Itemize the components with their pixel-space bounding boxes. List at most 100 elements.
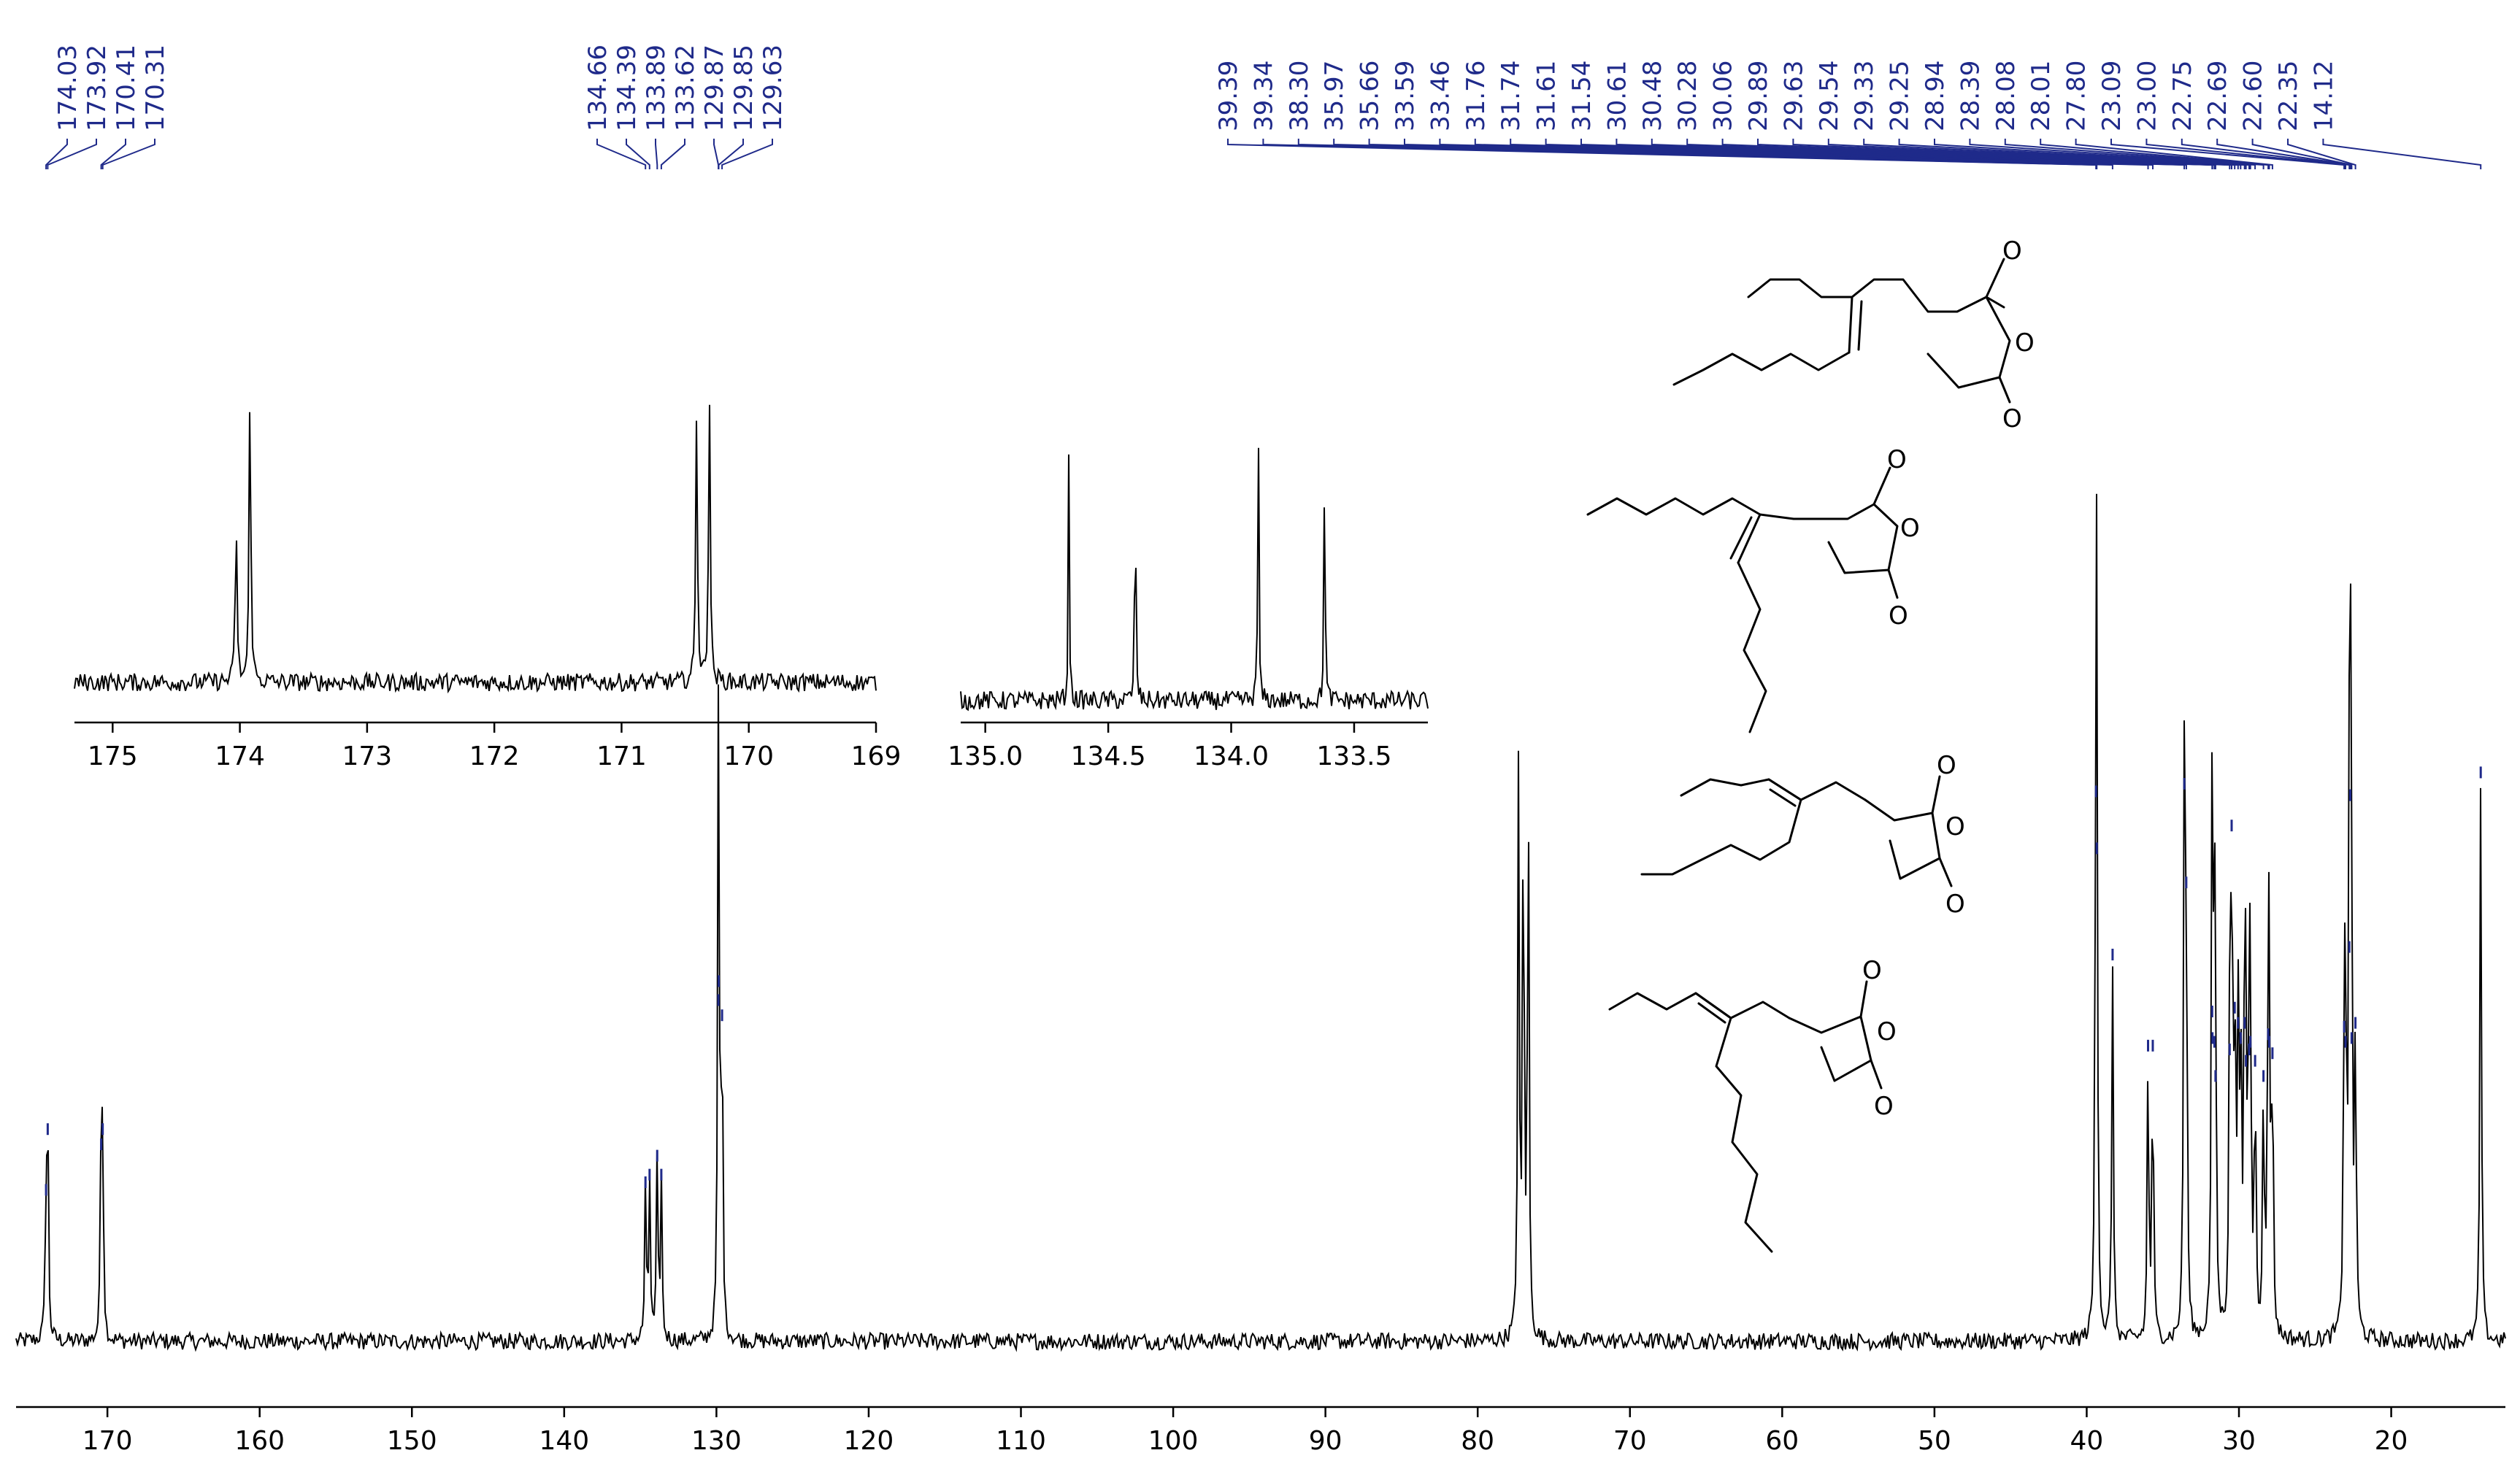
peak-label-32: 28.39 [1956,61,1985,131]
peak-label-42: 14.12 [2309,61,2338,131]
inset1-tick-label-3: 172 [469,741,520,771]
main-tick-label-11: 60 [1765,1426,1799,1456]
main-tick-label-15: 20 [2375,1426,2408,1456]
peak-label-18: 31.76 [1461,61,1491,131]
structure-1-atom-1: O [2002,236,2022,266]
peak-label-7: 133.62 [671,45,700,131]
peak-label-26: 29.89 [1744,61,1773,131]
structure-3-atom-2: O [1945,812,1965,841]
peak-label-16: 33.59 [1391,61,1420,131]
inset1-tick-label-5: 170 [723,741,774,771]
structure-4-atom-3: O [1874,1092,1894,1121]
structure-4: O O O [1610,956,1897,1252]
structure-1: O O O [1674,236,2035,433]
inset-alkene-region: 135.0 134.5 134.0 133.5 [948,387,1428,771]
structure-3-atom-3: O [1945,890,1965,919]
peak-label-5: 134.39 [612,45,642,131]
peak-label-38: 22.75 [2168,61,2197,131]
peak-label-20: 31.61 [1532,61,1561,131]
peak-label-14: 35.97 [1320,61,1349,131]
peak-label-33: 28.08 [1991,61,2021,131]
inset2-tick-label-1: 134.5 [1071,741,1146,771]
peak-leader-1 [47,139,96,169]
peak-label-10: 129.63 [758,45,788,131]
peak-label-24: 30.28 [1673,61,1702,131]
peak-label-6: 133.89 [642,45,671,131]
peak-label-1: 173.92 [82,45,112,131]
main-tick-label-9: 80 [1461,1426,1494,1456]
main-tick-label-10: 70 [1613,1426,1647,1456]
peak-label-34: 28.01 [2027,61,2056,131]
inset1-tick-label-6: 169 [851,741,902,771]
structure-1-atom-3: O [2002,404,2022,433]
peak-label-15: 35.66 [1356,61,1385,131]
peak-leader-10 [722,139,772,169]
structure-2-atom-3: O [1889,601,1908,631]
peak-leader-8 [714,139,718,169]
peak-leader-6 [656,139,657,169]
peak-label-41: 22.35 [2274,61,2303,131]
peak-label-25: 30.06 [1709,61,1738,131]
peak-label-30: 29.25 [1886,61,1915,131]
main-tick-label-2: 150 [387,1426,437,1456]
structure-4-atom-1: O [1862,956,1882,985]
peak-label-23: 30.48 [1638,61,1667,131]
peak-label-13: 38.30 [1285,61,1314,131]
peak-label-40: 22.60 [2239,61,2268,131]
peak-label-4: 134.66 [583,45,612,131]
structure-3: O O O [1642,751,1965,919]
main-tick-label-8: 90 [1309,1426,1342,1456]
peak-label-39: 22.69 [2203,61,2232,131]
peak-label-19: 31.74 [1497,61,1526,131]
peak-label-35: 27.80 [2062,61,2091,131]
peak-label-2: 170.41 [112,45,141,131]
inset1-tick-label-4: 171 [596,741,647,771]
main-tick-label-7: 100 [1148,1426,1199,1456]
structure-3-atom-1: O [1937,751,1956,780]
peak-label-0: 174.03 [53,45,82,131]
inset1-tick-label-1: 174 [215,741,265,771]
main-tick-label-0: 170 [82,1426,133,1456]
main-tick-label-4: 130 [691,1426,742,1456]
peak-label-36: 23.09 [2097,61,2127,131]
peak-leader-7 [661,139,685,169]
main-tick-label-13: 40 [2070,1426,2104,1456]
structure-1-atom-2: O [2015,328,2035,358]
main-tick-label-1: 160 [234,1426,285,1456]
inset1-tick-label-2: 173 [342,741,392,771]
peak-leader-3 [103,139,155,169]
peak-label-29: 29.33 [1850,61,1879,131]
inset2-tick-label-2: 134.0 [1194,741,1269,771]
inset1-trace [74,405,876,692]
main-tick-label-12: 50 [1918,1426,1951,1456]
structure-2: O O O [1588,445,1920,732]
main-spectrum [16,494,2505,1350]
peak-label-8: 129.87 [700,45,729,131]
structure-2-atom-1: O [1887,445,1907,474]
main-tick-label-6: 110 [996,1426,1046,1456]
peak-label-12: 39.34 [1249,61,1278,131]
inset2-tick-label-0: 135.0 [948,741,1023,771]
peak-label-28: 29.54 [1815,61,1844,131]
inset-carbonyl-region: 175 174 173 172 171 170 169 [74,383,901,771]
main-tick-label-14: 30 [2222,1426,2256,1456]
inset2-trace [961,448,1428,710]
main-x-axis: 170 160 150 140 130 120 110 100 90 80 70 60 50 40 30 20 [16,1407,2505,1456]
peak-label-11: 39.39 [1214,61,1243,131]
inset2-tick-label-3: 133.5 [1316,741,1391,771]
peak-label-9: 129.85 [729,45,758,131]
main-tick-label-3: 140 [539,1426,589,1456]
structure-4-atom-2: O [1877,1017,1897,1047]
peak-label-3: 170.31 [141,45,170,131]
peak-label-21: 31.54 [1567,61,1597,131]
inset1-tick-label-0: 175 [88,741,138,771]
main-tick-label-5: 120 [844,1426,894,1456]
peak-label-27: 29.63 [1779,61,1808,131]
structure-2-atom-2: O [1900,514,1920,543]
peak-label-17: 33.46 [1426,61,1455,131]
peak-label-22: 30.61 [1602,61,1632,131]
peak-label-37: 23.00 [2132,61,2162,131]
